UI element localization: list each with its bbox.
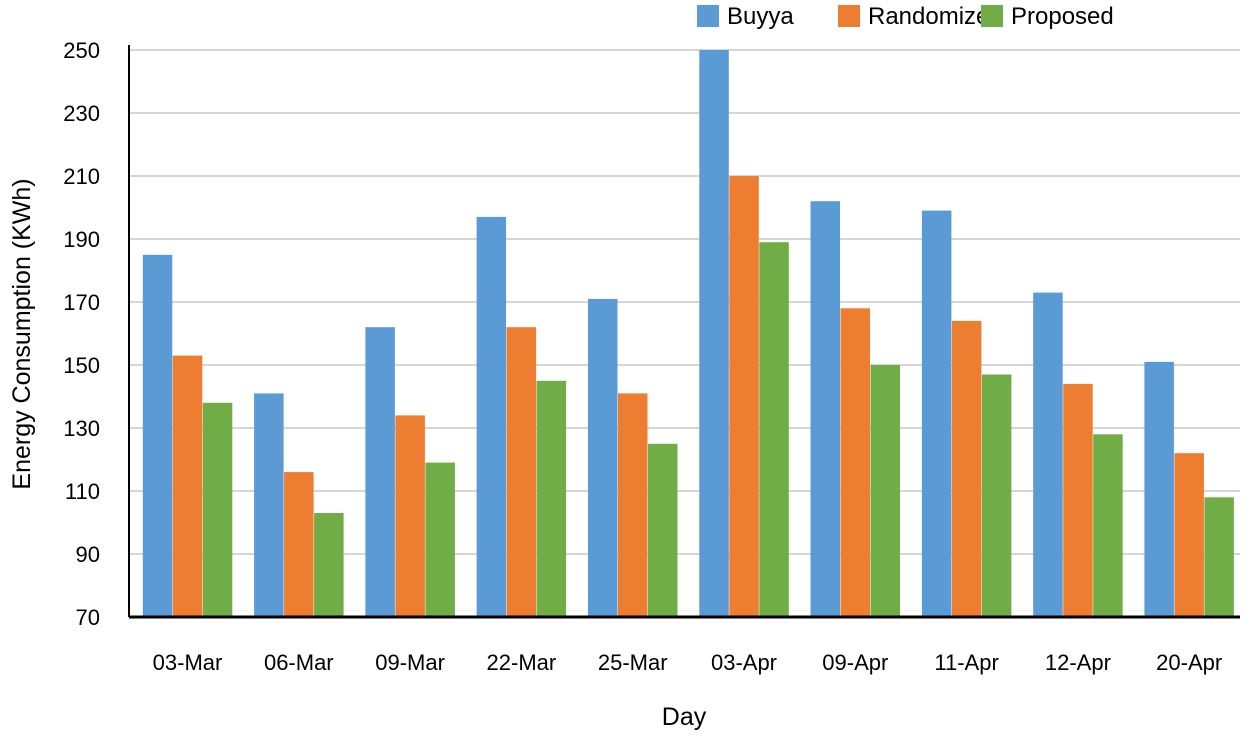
y-tick-label: 250 xyxy=(63,38,100,63)
bar-randomized-11-apr xyxy=(951,320,982,617)
bar-randomized-09-mar xyxy=(395,415,425,617)
bar-buyya-25-mar xyxy=(588,298,618,617)
bar-buyya-06-mar xyxy=(254,393,284,617)
bar-proposed-03-mar xyxy=(202,402,233,617)
x-tick-labels: 03-Mar 06-Mar 09-Mar 22-Mar 25-Mar 03-Apr 09-A… xyxy=(153,650,1223,675)
bar-randomized-06-mar xyxy=(284,472,314,617)
y-tick-label: 130 xyxy=(63,416,100,441)
y-tick-label: 190 xyxy=(63,227,100,252)
bar-proposed-09-mar xyxy=(425,462,455,617)
y-tick-label: 210 xyxy=(63,164,100,189)
bar-proposed-03-apr xyxy=(759,242,789,617)
bar-proposed-25-mar xyxy=(648,443,678,618)
bar-buyya-09-apr xyxy=(810,201,840,617)
x-tick-label: 20-Apr xyxy=(1156,650,1222,675)
bar-proposed-12-apr xyxy=(1093,434,1123,617)
x-tick-label: 25-Mar xyxy=(598,650,668,675)
legend-label-buyya: Buyya xyxy=(727,3,794,30)
x-tick-label: 09-Apr xyxy=(822,650,888,675)
bar-randomized-03-apr xyxy=(729,176,759,617)
y-tick-label: 110 xyxy=(65,479,100,504)
bar-randomized-20-apr xyxy=(1174,453,1204,617)
legend-swatch-proposed xyxy=(981,5,1003,27)
bar-buyya-03-mar xyxy=(142,254,173,618)
x-tick-label: 09-Mar xyxy=(375,650,445,675)
y-tick-label: 150 xyxy=(63,353,100,378)
bars xyxy=(142,50,1234,618)
x-tick-label: 11-Apr xyxy=(934,650,998,675)
legend-label-proposed: Proposed xyxy=(1011,3,1114,30)
bar-randomized-22-mar xyxy=(506,327,537,617)
bar-buyya-22-mar xyxy=(476,216,507,617)
x-tick-label: 03-Apr xyxy=(711,650,777,675)
bar-buyya-12-apr xyxy=(1033,292,1063,617)
bar-buyya-11-apr xyxy=(921,210,952,617)
gridlines xyxy=(129,49,1240,555)
bar-randomized-25-mar xyxy=(618,393,648,617)
x-tick-label: 06-Mar xyxy=(264,650,334,675)
y-axis-title: Energy Consumption (KWh) xyxy=(8,178,36,489)
bar-proposed-11-apr xyxy=(981,374,1012,617)
x-tick-label: 12-Apr xyxy=(1045,650,1111,675)
y-tick-label: 90 xyxy=(76,542,100,567)
bar-proposed-06-mar xyxy=(314,513,344,617)
bar-proposed-09-apr xyxy=(870,365,900,617)
y-tick-labels: 70 90 110 130 150 170 190 210 230 250 xyxy=(63,38,100,630)
x-tick-label: 03-Mar xyxy=(153,650,223,675)
bar-buyya-09-mar xyxy=(365,327,395,617)
bar-proposed-22-mar xyxy=(536,380,567,618)
legend-swatch-randomized xyxy=(838,5,860,27)
legend-label-randomized: Randomized xyxy=(868,3,1003,30)
bar-randomized-12-apr xyxy=(1063,383,1093,617)
bar-randomized-09-apr xyxy=(840,308,870,617)
bar-buyya-03-apr xyxy=(699,50,729,617)
y-tick-label: 230 xyxy=(63,101,100,126)
bar-buyya-20-apr xyxy=(1144,361,1174,617)
x-tick-label: 22-Mar xyxy=(487,650,557,675)
y-tick-label: 70 xyxy=(76,605,100,630)
legend-swatch-buyya xyxy=(697,5,719,27)
bar-proposed-20-apr xyxy=(1204,497,1234,617)
bar-randomized-03-mar xyxy=(172,355,203,617)
legend: Buyya Randomized Proposed xyxy=(697,3,1114,30)
x-axis-title: Day xyxy=(662,703,707,731)
y-tick-label: 170 xyxy=(63,290,100,315)
